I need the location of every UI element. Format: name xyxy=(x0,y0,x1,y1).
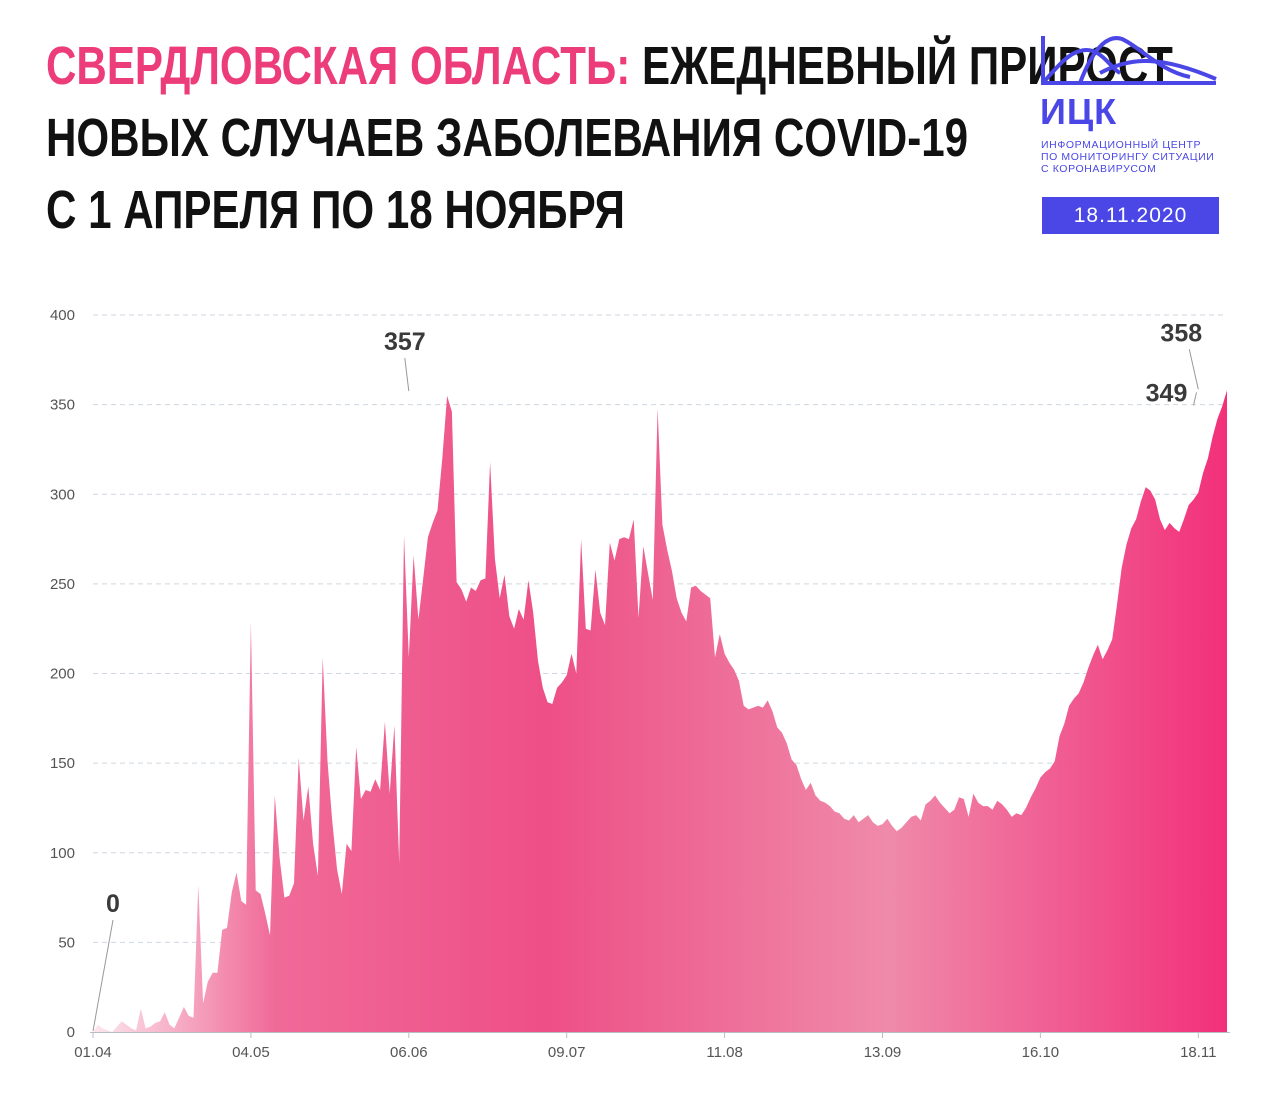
x-tick-label: 13.09 xyxy=(864,1044,902,1061)
area-chart: 0 50 100 150 200 250 300 350 400 01.04 04.05 06.06… xyxy=(50,307,1230,1061)
title-metric: ЕЖЕДНЕВНЫЙ ПРИРОСТ xyxy=(642,36,1173,96)
title-line-1: СВЕРДЛОВСКАЯ ОБЛАСТЬ: ЕЖЕДНЕВНЫЙ ПРИРОСТ xyxy=(46,30,1173,102)
logo-block: ИЦК ИНФОРМАЦИОННЫЙ ЦЕНТР ПО МОНИТОРИНГУ … xyxy=(1040,33,1235,238)
annotation-leader xyxy=(1193,392,1197,406)
x-axis: 01.04 04.05 06.06 09.07 11.08 13.09 16.10 18.11 xyxy=(74,1032,1217,1061)
title-region: СВЕРДЛОВСКАЯ ОБЛАСТЬ: xyxy=(46,36,631,96)
y-tick-label: 350 xyxy=(50,397,75,414)
y-tick-label: 300 xyxy=(50,486,75,503)
chart-title: СВЕРДЛОВСКАЯ ОБЛАСТЬ: ЕЖЕДНЕВНЫЙ ПРИРОСТ… xyxy=(46,30,1173,246)
annotation-leader xyxy=(404,358,410,392)
area-series xyxy=(93,390,1227,1032)
y-tick-label: 0 xyxy=(67,1024,75,1041)
logo-subtitle: ИНФОРМАЦИОННЫЙ ЦЕНТР ПО МОНИТОРИНГУ СИТУ… xyxy=(1041,139,1241,175)
title-line-2: НОВЫХ СЛУЧАЕВ ЗАБОЛЕВАНИЯ COVID-19 xyxy=(46,108,969,168)
x-tick-label: 16.10 xyxy=(1022,1044,1060,1061)
y-tick-label: 250 xyxy=(50,576,75,593)
logo-subtitle-line: С КОРОНАВИРУСОМ xyxy=(1041,163,1157,175)
annotation-leader xyxy=(1188,349,1199,390)
x-tick-label: 11.08 xyxy=(706,1044,742,1061)
area-fill xyxy=(93,390,1227,1032)
x-tick-label: 04.05 xyxy=(232,1044,270,1061)
logo-subtitle-line: ПО МОНИТОРИНГУ СИТУАЦИИ xyxy=(1041,151,1215,163)
annotation-label: 349 xyxy=(1146,379,1188,407)
annotation-label: 358 xyxy=(1160,319,1202,347)
y-axis: 0 50 100 150 200 250 300 350 400 xyxy=(50,307,75,1041)
y-tick-label: 150 xyxy=(50,755,75,772)
annotation-label: 0 xyxy=(106,890,120,918)
wave-icon xyxy=(1041,36,1217,85)
logo-subtitle-line: ИНФОРМАЦИОННЫЙ ЦЕНТР xyxy=(1041,139,1202,151)
annotation-leader xyxy=(92,919,114,1032)
annotation-label: 357 xyxy=(384,328,426,356)
x-tick-label: 01.04 xyxy=(74,1044,112,1061)
x-tick-label: 18.11 xyxy=(1180,1044,1216,1061)
y-tick-label: 50 xyxy=(58,934,75,951)
annotations: 0 357 349 358 xyxy=(92,319,1202,1032)
title-line-3: С 1 АПРЕЛЯ ПО 18 НОЯБРЯ xyxy=(46,180,625,240)
y-tick-label: 200 xyxy=(50,666,75,683)
y-tick-label: 400 xyxy=(50,307,75,324)
x-tick-label: 06.06 xyxy=(390,1044,428,1061)
date-badge: 18.11.2020 xyxy=(1042,197,1219,234)
logo-word: ИЦК xyxy=(1040,91,1118,132)
y-tick-label: 100 xyxy=(50,845,75,862)
x-tick-label: 09.07 xyxy=(548,1044,586,1061)
